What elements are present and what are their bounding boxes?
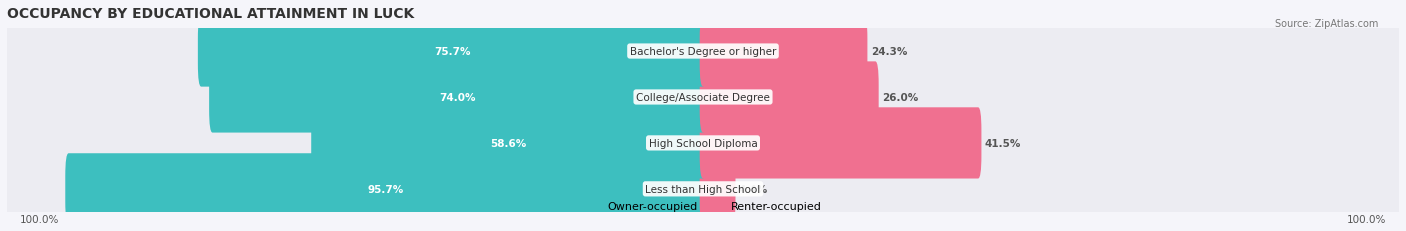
Legend: Owner-occupied, Renter-occupied: Owner-occupied, Renter-occupied <box>581 197 825 216</box>
FancyBboxPatch shape <box>311 108 706 179</box>
Text: High School Diploma: High School Diploma <box>648 138 758 148</box>
Text: 74.0%: 74.0% <box>440 93 477 103</box>
Text: 24.3%: 24.3% <box>870 47 907 57</box>
Text: 75.7%: 75.7% <box>434 47 471 57</box>
FancyBboxPatch shape <box>7 74 1399 121</box>
FancyBboxPatch shape <box>7 120 1399 167</box>
FancyBboxPatch shape <box>700 16 868 87</box>
Text: 100.0%: 100.0% <box>1347 214 1386 224</box>
Text: OCCUPANCY BY EDUCATIONAL ATTAINMENT IN LUCK: OCCUPANCY BY EDUCATIONAL ATTAINMENT IN L… <box>7 7 415 21</box>
FancyBboxPatch shape <box>198 16 706 87</box>
FancyBboxPatch shape <box>7 28 1399 75</box>
FancyBboxPatch shape <box>209 62 706 133</box>
Text: Source: ZipAtlas.com: Source: ZipAtlas.com <box>1274 18 1378 28</box>
Text: 95.7%: 95.7% <box>368 184 404 194</box>
FancyBboxPatch shape <box>700 62 879 133</box>
Text: Bachelor's Degree or higher: Bachelor's Degree or higher <box>630 47 776 57</box>
FancyBboxPatch shape <box>7 166 1399 212</box>
Text: Less than High School: Less than High School <box>645 184 761 194</box>
Text: 100.0%: 100.0% <box>20 214 59 224</box>
Text: 41.5%: 41.5% <box>984 138 1021 148</box>
Text: 26.0%: 26.0% <box>882 93 918 103</box>
FancyBboxPatch shape <box>700 108 981 179</box>
FancyBboxPatch shape <box>700 154 735 225</box>
Text: College/Associate Degree: College/Associate Degree <box>636 93 770 103</box>
Text: 4.4%: 4.4% <box>738 184 768 194</box>
Text: 58.6%: 58.6% <box>491 138 527 148</box>
FancyBboxPatch shape <box>65 154 706 225</box>
